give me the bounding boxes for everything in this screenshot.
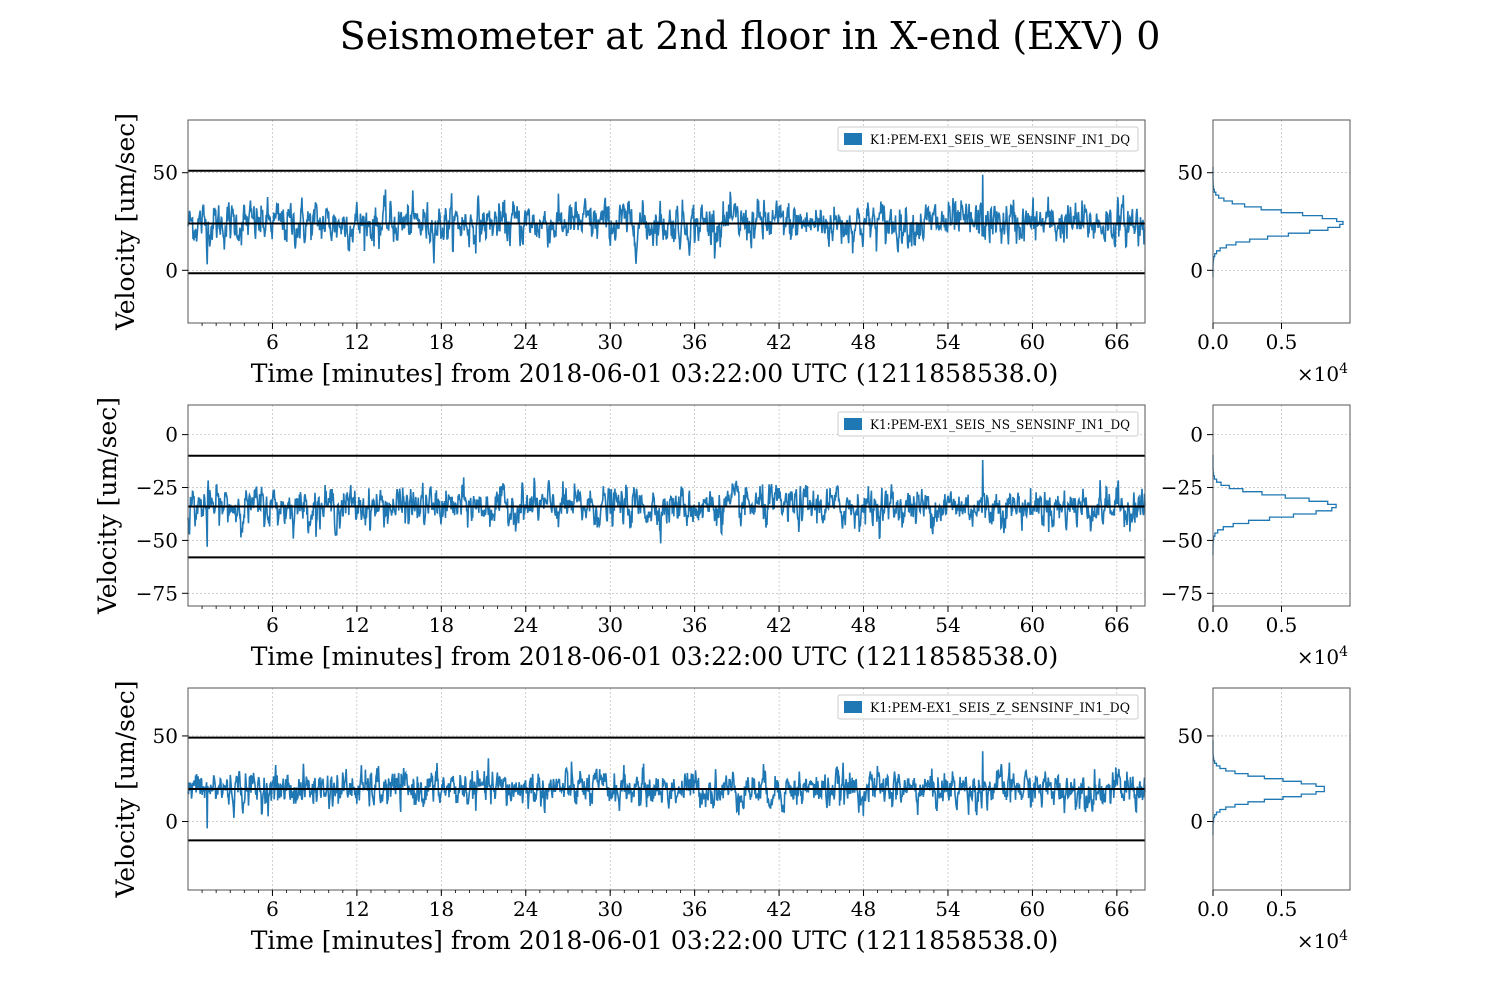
tick-label-x: 18	[429, 330, 454, 354]
legend-label: K1:PEM-EX1_SEIS_Z_SENSINF_IN1_DQ	[870, 701, 1130, 716]
legend-label: K1:PEM-EX1_SEIS_NS_SENSINF_IN1_DQ	[870, 418, 1130, 433]
tick-label-x: 42	[766, 613, 791, 637]
tick-label-y: 50	[153, 161, 178, 185]
hist-tick-label-y: 50	[1178, 161, 1203, 185]
tick-label-x: 6	[266, 330, 279, 354]
tick-label-x: 24	[513, 330, 538, 354]
series-trace	[187, 751, 1146, 829]
tick-label-y: 0	[165, 423, 178, 447]
tick-label-x: 12	[344, 330, 369, 354]
x-axis-label: Time [minutes] from 2018-06-01 03:22:00 …	[251, 926, 1059, 955]
tick-label-x: 60	[1020, 897, 1045, 921]
hist-tick-label-x: 0.0	[1197, 897, 1229, 921]
tick-label-x: 30	[597, 330, 622, 354]
tick-label-x: 30	[597, 897, 622, 921]
x-axis-label: Time [minutes] from 2018-06-01 03:22:00 …	[251, 359, 1059, 388]
tick-label-x: 36	[682, 897, 707, 921]
y-axis-label: Velocity [um/sec]	[93, 397, 122, 615]
tick-label-x: 54	[935, 897, 960, 921]
legend-box	[837, 411, 1139, 437]
tick-label-x: 12	[344, 897, 369, 921]
tick-label-x: 48	[851, 613, 876, 637]
tick-label-x: 66	[1104, 330, 1129, 354]
tick-label-x: 60	[1020, 613, 1045, 637]
panel-2: 6 12 18 24 30 36 42 48 54 60 66 0 −25 −50 −75 Time [min…	[93, 397, 1351, 671]
tick-label-y: 0	[165, 810, 178, 834]
panel-3: 6 12 18 24 30 36 42 48 54 60 66 0 50 Time [minutes] f…	[111, 680, 1351, 955]
y-axis-label: Velocity [um/sec]	[111, 113, 140, 331]
hist-tick-label-x: 0.0	[1197, 613, 1229, 637]
series-trace	[187, 174, 1146, 265]
tick-label-x: 36	[682, 330, 707, 354]
hist-tick-label-y: 0	[1190, 258, 1203, 282]
legend-box	[837, 694, 1139, 720]
hist-tick-label-y: 50	[1178, 724, 1203, 748]
tick-label-y: 50	[153, 724, 178, 748]
tick-label-y: −75	[136, 581, 178, 605]
y-axis-label: Velocity [um/sec]	[111, 680, 140, 898]
legend-swatch	[844, 418, 862, 430]
figure-title: Seismometer at 2nd floor in X-end (EXV) …	[339, 14, 1161, 58]
legend-box	[837, 126, 1139, 152]
tick-label-x: 54	[935, 330, 960, 354]
tick-label-x: 36	[682, 613, 707, 637]
hist-tick-label-y: −75	[1161, 581, 1203, 605]
tick-label-x: 60	[1020, 330, 1045, 354]
tick-label-x: 6	[266, 897, 279, 921]
tick-label-y: −50	[136, 528, 178, 552]
hist-tick-label-x: 0.0	[1197, 330, 1229, 354]
hist-tick-label-y: 0	[1190, 810, 1203, 834]
tick-label-x: 6	[266, 613, 279, 637]
hist-tick-label-y: −25	[1161, 476, 1203, 500]
hist-scale-label: ×104	[1297, 644, 1348, 669]
tick-label-x: 42	[766, 897, 791, 921]
x-axis-label: Time [minutes] from 2018-06-01 03:22:00 …	[251, 642, 1059, 671]
histogram-step	[1212, 740, 1325, 836]
legend-swatch	[844, 133, 862, 145]
tick-label-x: 66	[1104, 613, 1129, 637]
histogram-step	[1212, 454, 1337, 556]
histogram-step	[1212, 166, 1344, 278]
legend-label: K1:PEM-EX1_SEIS_WE_SENSINF_IN1_DQ	[870, 133, 1130, 148]
hist-tick-label-x: 0.5	[1266, 330, 1298, 354]
tick-label-y: 0	[165, 258, 178, 282]
legend-swatch	[844, 701, 862, 713]
hist-tick-label-x: 0.5	[1266, 897, 1298, 921]
hist-tick-label-y: −50	[1161, 528, 1203, 552]
hist-scale-label: ×104	[1297, 361, 1348, 386]
tick-label-x: 42	[766, 330, 791, 354]
panel-1: 6 12 18 24 30 36 42 48 54 60 66 0 50 Time [minutes] f…	[111, 113, 1351, 388]
tick-label-x: 54	[935, 613, 960, 637]
tick-label-x: 18	[429, 897, 454, 921]
hist-tick-label-x: 0.5	[1266, 613, 1298, 637]
tick-label-x: 18	[429, 613, 454, 637]
tick-label-x: 48	[851, 330, 876, 354]
tick-label-x: 66	[1104, 897, 1129, 921]
tick-label-x: 12	[344, 613, 369, 637]
hist-tick-label-y: 0	[1190, 423, 1203, 447]
tick-label-x: 24	[513, 897, 538, 921]
tick-label-x: 24	[513, 613, 538, 637]
tick-label-x: 48	[851, 897, 876, 921]
tick-label-x: 30	[597, 613, 622, 637]
hist-scale-label: ×104	[1297, 928, 1348, 953]
tick-label-y: −25	[136, 476, 178, 500]
series-trace	[187, 459, 1146, 547]
